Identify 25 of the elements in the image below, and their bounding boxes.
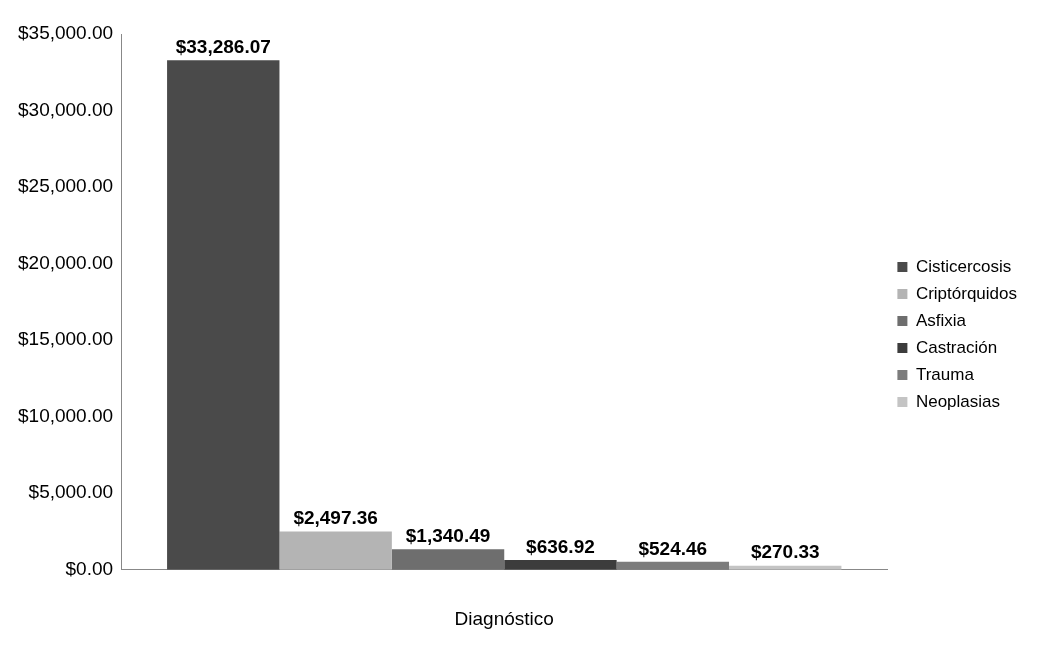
legend-label: Neoplasias — [915, 391, 1001, 411]
bar — [167, 60, 280, 570]
y-tick-label: $25,000.00 — [18, 175, 114, 197]
bar — [391, 549, 505, 570]
data-label: $636.92 — [526, 535, 595, 557]
legend-label: Trauma — [915, 364, 975, 384]
data-label: $270.33 — [750, 541, 820, 563]
y-tick-label: $20,000.00 — [18, 251, 114, 273]
x-axis-title: Diagnóstico — [454, 607, 554, 629]
data-label: $2,497.36 — [293, 507, 378, 529]
bar — [279, 531, 392, 570]
y-tick-label: $35,000.00 — [18, 22, 114, 44]
y-tick-label: $15,000.00 — [18, 328, 114, 350]
legend-label: Cisticercosis — [915, 256, 1012, 276]
legend-label: Criptórquidos — [915, 283, 1018, 303]
y-tick-label: $30,000.00 — [18, 98, 114, 120]
data-label: $524.46 — [638, 537, 708, 559]
y-tick-label: $0.00 — [65, 558, 114, 580]
y-tick-label: $10,000.00 — [18, 404, 114, 426]
data-label: $33,286.07 — [175, 35, 271, 57]
legend-label: Asfixia — [915, 310, 967, 330]
data-label: $1,340.49 — [405, 525, 491, 547]
bar — [504, 560, 617, 570]
y-tick-label: $5,000.00 — [28, 481, 114, 503]
legend-label: Castración — [915, 337, 998, 357]
